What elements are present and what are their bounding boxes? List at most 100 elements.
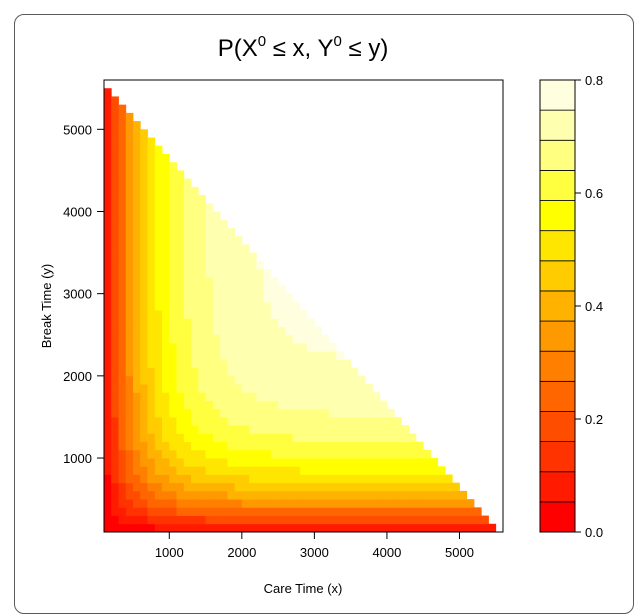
heat-cell (133, 301, 141, 311)
heat-cell (205, 458, 214, 467)
heat-cell (336, 474, 344, 484)
heat-cell (249, 310, 257, 319)
heat-cell (176, 367, 185, 377)
heat-cell (249, 384, 257, 393)
heat-cell (278, 351, 286, 360)
heat-cell (285, 392, 294, 401)
heat-cell (169, 203, 177, 212)
heat-cell (154, 351, 163, 360)
heat-cell (249, 269, 257, 278)
heat-cell (140, 186, 148, 196)
heat-cell (220, 269, 228, 278)
heat-cell (133, 219, 141, 229)
heat-cell (111, 334, 119, 344)
heat-cell (227, 499, 235, 508)
heat-cell (227, 227, 235, 237)
heat-cell (125, 515, 134, 525)
heat-cell (227, 359, 235, 369)
heat-cell (481, 523, 489, 533)
heat-cell (125, 466, 134, 475)
heat-cell (328, 441, 337, 451)
heat-cell (220, 326, 228, 336)
heat-cell (365, 458, 373, 467)
heat-cell (386, 482, 395, 492)
heat-cell (328, 400, 337, 410)
heat-cell (125, 219, 134, 229)
heat-cell (140, 153, 148, 163)
heat-cell (452, 482, 460, 492)
heat-cell (343, 482, 352, 492)
heat-cell (140, 499, 148, 508)
heat-cell (140, 137, 148, 147)
heat-cell (118, 408, 127, 418)
heat-cell (111, 326, 119, 336)
heat-cell (111, 392, 119, 401)
heat-cell (336, 433, 344, 442)
heat-cell (118, 162, 127, 171)
heat-cell (220, 482, 228, 492)
heat-cell (278, 318, 286, 327)
heat-cell (488, 523, 497, 533)
heat-cell (104, 507, 112, 516)
heat-cell (372, 523, 381, 533)
heat-cell (154, 293, 163, 303)
heat-cell (256, 458, 264, 467)
heat-cell (118, 367, 127, 377)
heat-cell (111, 137, 119, 147)
heat-cell (292, 499, 301, 508)
heat-cell (256, 359, 264, 369)
heat-cell (140, 277, 148, 286)
heat-cell (154, 153, 163, 163)
heat-cell (292, 318, 301, 327)
heat-cell (118, 334, 127, 344)
heat-cell (205, 523, 214, 533)
heat-cell (111, 425, 119, 434)
heat-cell (198, 269, 206, 278)
heat-cell (133, 458, 141, 467)
heat-cell (125, 137, 134, 147)
heat-cell (191, 400, 199, 410)
heat-cell (408, 507, 417, 516)
heat-cell (191, 301, 199, 311)
heat-cell (234, 441, 243, 451)
heat-cell (227, 375, 235, 385)
heat-cell (198, 416, 206, 426)
heat-cell (285, 515, 294, 525)
heat-cell (234, 326, 243, 336)
heat-cell (220, 466, 228, 475)
heat-cell (220, 277, 228, 286)
heat-cell (212, 400, 221, 410)
heat-cell (336, 425, 344, 434)
heat-cell (285, 359, 294, 369)
heat-cell (133, 449, 141, 459)
heat-cell (256, 441, 264, 451)
heat-cell (198, 326, 206, 336)
heat-cell (278, 334, 286, 344)
heat-cell (263, 425, 272, 434)
heat-cell (394, 474, 402, 484)
heat-cell (133, 523, 141, 533)
heat-cell (198, 334, 206, 344)
heat-cell (133, 195, 141, 204)
heat-cell (401, 523, 410, 533)
heat-cell (473, 507, 482, 516)
heat-cell (212, 293, 221, 303)
heat-cell (104, 227, 112, 237)
heat-cell (147, 277, 156, 286)
heat-cell (314, 499, 323, 508)
heat-cell (140, 515, 148, 525)
heat-cell (249, 326, 257, 336)
heat-cell (198, 482, 206, 492)
heat-cell (118, 342, 127, 352)
heat-cell (241, 433, 250, 442)
heat-cell (263, 466, 272, 475)
heat-cell (154, 318, 163, 327)
heat-cell (147, 359, 156, 369)
heat-cell (140, 490, 148, 500)
heat-cell (336, 507, 344, 516)
heat-cell (336, 458, 344, 467)
heat-cell (133, 244, 141, 253)
heat-cell (169, 466, 177, 475)
heat-cell (125, 112, 134, 122)
